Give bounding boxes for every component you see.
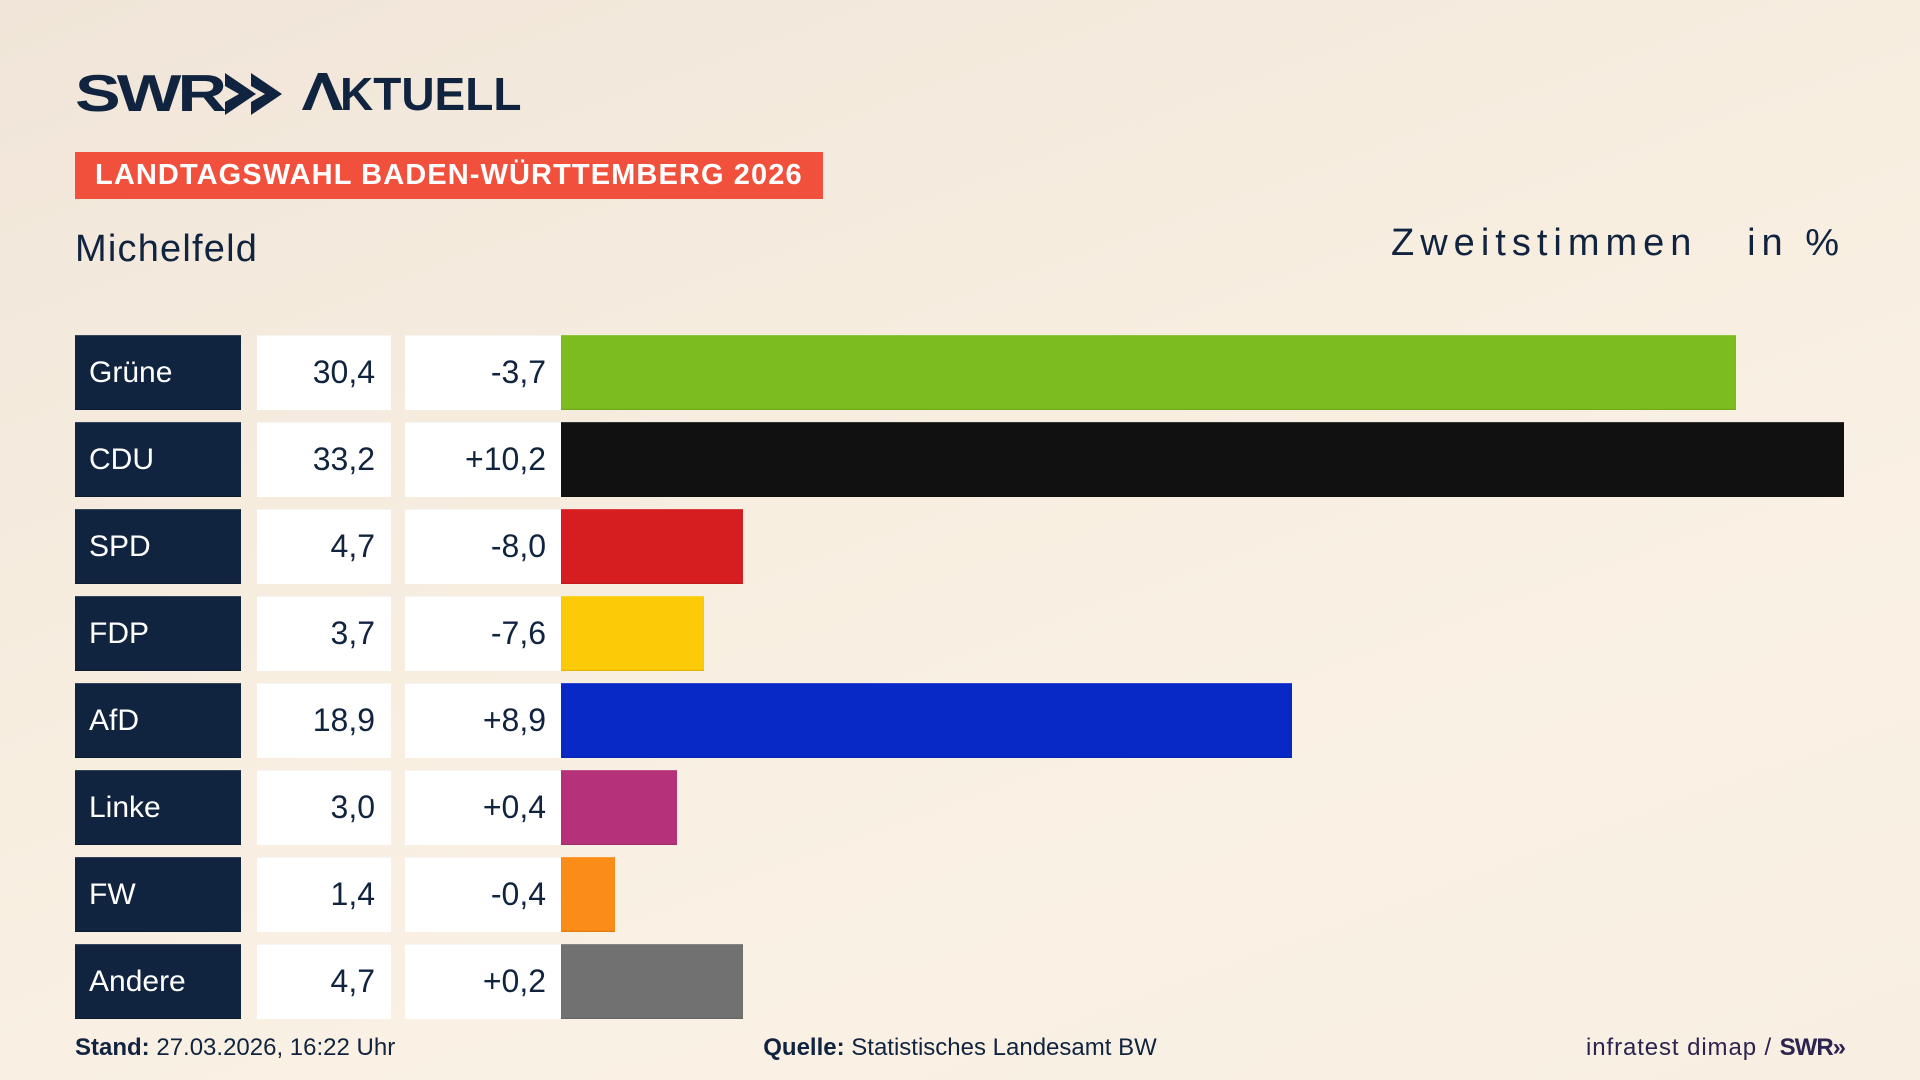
svg-text:SWR: SWR: [75, 65, 226, 123]
svg-text:KTUELL: KTUELL: [340, 68, 521, 120]
